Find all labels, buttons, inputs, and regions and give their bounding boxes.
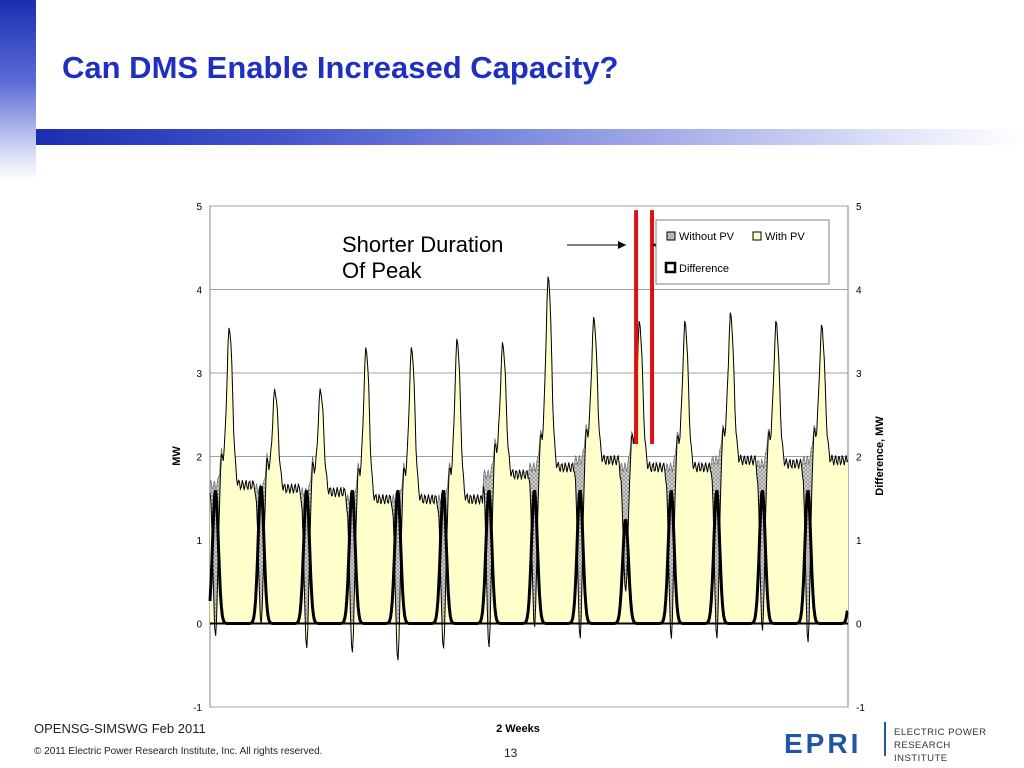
y-tick-label: 4 [196,286,202,297]
y-tick-label: 2 [196,453,202,464]
y-tick-label: 5 [196,202,202,213]
y-tick-label: 1 [196,536,202,547]
series-with-pv [210,276,848,661]
y-tick-label: 3 [196,369,202,380]
y2-tick-label: 3 [856,369,862,380]
legend-label-without-pv: Without PV [679,231,735,243]
y2-tick-label: -1 [856,703,865,714]
y2-tick-label: 2 [856,453,862,464]
page-number: 13 [504,746,518,760]
annotation-line-2: Of Peak [342,258,422,283]
slide-title: Can DMS Enable Increased Capacity? [62,50,619,85]
y2-tick-label: 5 [856,202,862,213]
title-rule [36,129,1024,145]
x-axis-title: 2 Weeks [496,723,540,735]
y-tick-label: -1 [193,703,202,714]
legend-swatch-difference [664,261,677,274]
logo-text: ELECTRIC POWER RESEARCH INSTITUTE [894,726,994,765]
logo-text-line-1: ELECTRIC POWER [894,727,987,738]
footer-event: OPENSG-SIMSWG Feb 2011 [34,721,206,736]
footer-copyright: © 2011 Electric Power Research Institute… [34,746,323,757]
logo-text-line-2: RESEARCH INSTITUTE [894,740,951,764]
y-axis-title: MW [171,446,183,466]
legend-swatch-without-pv [666,231,676,241]
left-accent-bar [0,0,36,180]
logo-separator [884,722,886,756]
y-tick-label: 0 [196,620,202,631]
legend-label-difference: Difference [679,263,729,275]
annotation-arrowhead-left [618,241,626,249]
annotation: Shorter Duration Of Peak [342,232,503,284]
series-difference [208,485,849,625]
series-with-pv-outline [209,276,848,661]
legend-box [655,219,830,285]
legend-swatch-with-pv [752,231,762,241]
epri-logo: EPRI ELECTRIC POWER RESEARCH INSTITUTE [784,722,994,764]
legend-label-with-pv: With PV [765,231,805,243]
y2-tick-label: 1 [856,536,862,547]
annotation-line-1: Shorter Duration [342,232,504,257]
logo-mark: EPRI [784,728,862,759]
y2-axis-title: Difference, MW [874,416,886,496]
y2-tick-label: 0 [856,620,862,631]
y2-tick-label: 4 [856,286,862,297]
